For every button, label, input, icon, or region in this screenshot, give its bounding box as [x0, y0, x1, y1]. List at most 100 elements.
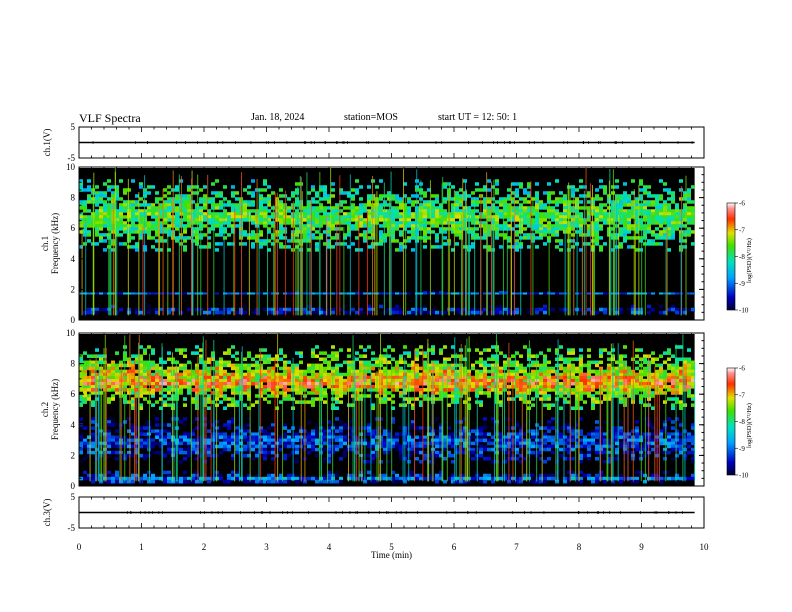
- spectrogram-cell: [675, 400, 679, 404]
- spectrogram-cell: [435, 381, 439, 386]
- spectrogram-cell: [387, 230, 391, 234]
- spectrogram-cell: [691, 397, 695, 401]
- spectrogram-cell: [203, 212, 207, 216]
- spectrogram-cell: [471, 200, 475, 204]
- spectrogram-cell: [455, 394, 459, 398]
- spectrogram-cell: [523, 188, 527, 192]
- spectrogram-cell: [655, 236, 659, 240]
- spectrogram-cell: [595, 239, 599, 243]
- spectrogram-cell: [203, 203, 207, 207]
- spectrogram-cell: [99, 354, 103, 358]
- spectrogram-cell: [655, 363, 659, 368]
- spectrogram-cell: [79, 388, 83, 392]
- spectrogram-cell: [587, 394, 591, 398]
- spectrogram-cell: [131, 290, 135, 293]
- spectrogram-cell: [171, 385, 175, 389]
- spectrogram-cell: [295, 233, 299, 237]
- spectrogram-cell: [311, 212, 315, 216]
- spectrogram-cell: [155, 363, 159, 368]
- spectrogram-cell: [487, 394, 491, 398]
- spectrogram-cell: [459, 230, 463, 234]
- spectrogram-cell: [127, 233, 131, 237]
- spectrogram-cell: [619, 307, 623, 312]
- spectrogram-cell: [239, 218, 243, 222]
- spectrogram-cell: [675, 203, 679, 207]
- spectrogram-cell: [203, 215, 207, 219]
- spectrogram-cell: [151, 381, 155, 386]
- spectrogram-cell: [219, 200, 223, 204]
- sferic-streak: [685, 175, 687, 316]
- spectrogram-cell: [659, 203, 663, 207]
- spectrogram-cell: [87, 218, 91, 222]
- spectrogram-cell: [131, 221, 135, 225]
- spectrogram-cell: [111, 394, 115, 398]
- sferic-streak: [585, 167, 587, 316]
- spectrogram-cell: [303, 378, 307, 383]
- spectrogram-cell: [347, 245, 351, 249]
- spectrogram-cell: [627, 200, 631, 204]
- spectrogram-cell: [251, 203, 255, 207]
- spectrogram-cell: [187, 236, 191, 240]
- spectrogram-cell: [383, 391, 387, 395]
- sferic-streak: [343, 226, 345, 316]
- spectrogram-cell: [271, 224, 275, 228]
- spectrogram-cell: [139, 366, 143, 371]
- spectrogram-cell: [275, 394, 279, 398]
- spectrogram-cell: [323, 378, 327, 383]
- sferic-streak: [532, 196, 534, 316]
- spectrogram-cell: [407, 215, 411, 219]
- spectrogram-cell: [511, 245, 515, 249]
- spectrogram-cell: [323, 310, 327, 315]
- spectrogram-cell: [559, 375, 563, 380]
- spectrogram-cell: [83, 215, 87, 219]
- spectrogram-cell: [307, 310, 311, 315]
- spectrogram-cell: [319, 372, 323, 377]
- spectrogram-cell: [627, 227, 631, 231]
- spectrogram-cell: [95, 375, 99, 380]
- spectrogram-cell: [251, 375, 255, 380]
- spectrogram-cell: [331, 194, 335, 198]
- spectrogram-cell: [239, 292, 243, 295]
- spectrogram-cell: [439, 363, 443, 368]
- spectrogram-cell: [171, 357, 175, 362]
- spectrogram-cell: [559, 406, 563, 410]
- spectrogram-cell: [523, 391, 527, 395]
- spectrogram-cell: [267, 218, 271, 222]
- spectrogram-cell: [115, 385, 119, 389]
- spectrogram-cell: [223, 369, 227, 374]
- spectrogram-cell: [419, 375, 423, 380]
- spectrogram-cell: [327, 375, 331, 380]
- spectrogram-cell: [479, 351, 483, 355]
- spectrogram-cell: [147, 206, 151, 210]
- spectrogram-cell: [311, 363, 315, 368]
- sferic-streak: [616, 199, 618, 316]
- spectrogram-cell: [511, 206, 515, 210]
- spectrogram-cell: [631, 215, 635, 219]
- spectrogram-cell: [83, 391, 87, 395]
- spectrogram-cell: [679, 366, 683, 371]
- spectrogram-cell: [687, 221, 691, 225]
- spectrogram-cell: [191, 397, 195, 401]
- spectrogram-cell: [163, 200, 167, 204]
- spectrogram-cell: [347, 206, 351, 210]
- spectrogram-cell: [387, 310, 391, 315]
- spectrogram-cell: [431, 209, 435, 213]
- spectrogram-cell: [139, 233, 143, 237]
- spectrogram-cell: [479, 400, 483, 404]
- spectrogram-cell: [395, 307, 399, 312]
- spectrogram-cell: [435, 236, 439, 240]
- spectrogram-cell: [307, 369, 311, 374]
- spectrogram-cell: [539, 307, 543, 312]
- spectrogram-cell: [315, 209, 319, 213]
- spectrogram-cell: [407, 372, 411, 377]
- spectrogram-cell: [83, 206, 87, 210]
- spectrogram-cell: [563, 397, 567, 401]
- spectrogram-cell: [387, 233, 391, 237]
- spectrogram-cell: [367, 366, 371, 371]
- spectrogram-cell: [543, 203, 547, 207]
- spectrogram-cell: [143, 385, 147, 389]
- spectrogram-cell: [643, 354, 647, 358]
- spectrogram-cell: [615, 385, 619, 389]
- spectrogram-cell: [587, 200, 591, 204]
- sferic-streak: [213, 199, 215, 316]
